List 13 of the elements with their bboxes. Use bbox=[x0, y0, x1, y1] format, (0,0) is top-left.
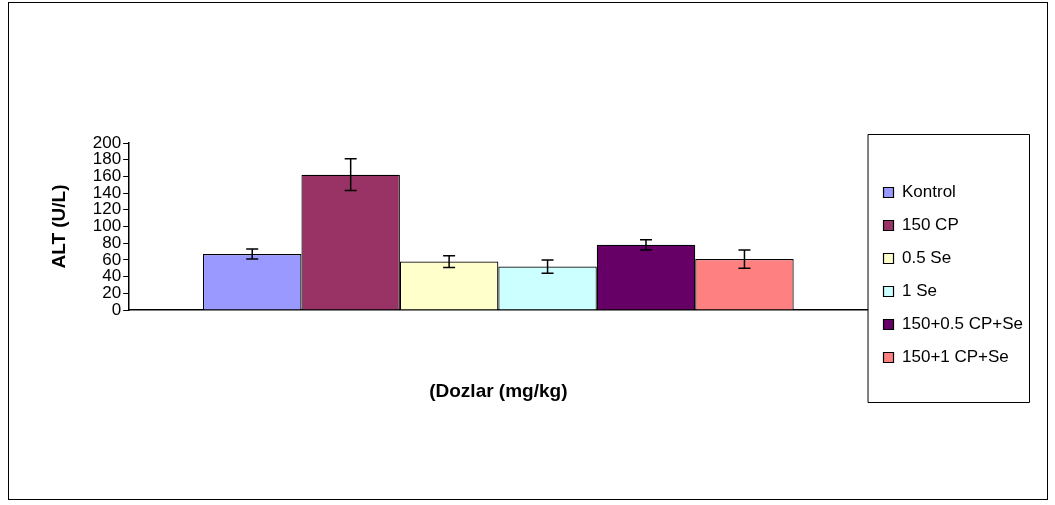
legend-label: 150+1 CP+Se bbox=[902, 347, 1009, 367]
x-axis-title: (Dozlar (mg/kg) bbox=[429, 379, 568, 401]
legend-label: Kontrol bbox=[902, 182, 956, 202]
legend-label: 1 Se bbox=[902, 281, 937, 301]
y-tick-label: 0 bbox=[111, 299, 122, 319]
y-tick-label: 60 bbox=[102, 249, 122, 269]
y-tick-label: 180 bbox=[92, 149, 122, 169]
legend-label: 150+0.5 CP+Se bbox=[902, 314, 1023, 334]
y-tick-label: 120 bbox=[92, 199, 122, 219]
y-axis-title: ALT (U/L) bbox=[47, 184, 69, 269]
legend-label: 150 CP bbox=[902, 215, 959, 235]
y-tick-label: 200 bbox=[92, 132, 122, 152]
legend-label: 0.5 Se bbox=[902, 248, 952, 268]
